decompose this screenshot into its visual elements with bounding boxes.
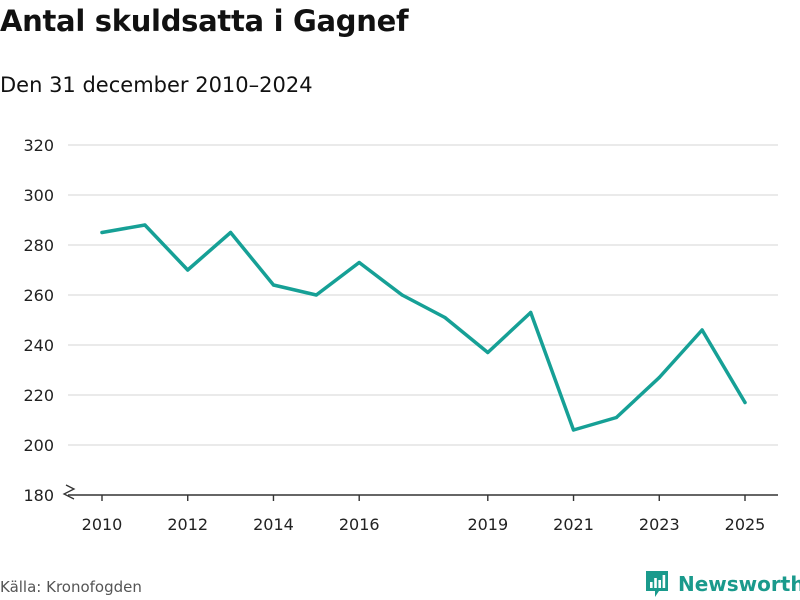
x-tick-label: 2021 (553, 515, 594, 534)
data-point (400, 293, 404, 297)
data-point (186, 268, 190, 272)
y-tick-label: 280 (23, 236, 54, 255)
y-tick-label: 260 (23, 286, 54, 305)
y-axis-ticks: 180 200 220 240 260 280 300 320 (23, 136, 54, 505)
axis-break-icon (62, 484, 76, 500)
data-point (100, 230, 104, 235)
y-tick-label: 240 (23, 336, 54, 355)
series-layer (100, 223, 747, 432)
x-tick-label: 2019 (467, 515, 508, 534)
x-axis-ticks: 2010 2012 2014 2016 2019 2021 2023 2025 (82, 495, 766, 534)
data-point (571, 428, 576, 432)
data-point (486, 350, 490, 355)
data-point (229, 230, 233, 235)
y-tick-label: 300 (23, 186, 54, 205)
x-tick-label: 2012 (167, 515, 208, 534)
newsworthy-logo-icon (646, 571, 668, 597)
data-point (271, 283, 276, 287)
data-point (743, 400, 747, 405)
y-tick-label: 320 (23, 136, 54, 155)
grid-lines (68, 144, 778, 446)
y-tick-label: 200 (23, 436, 54, 455)
x-tick-label: 2025 (725, 515, 766, 534)
series-line (100, 223, 747, 432)
data-point (614, 415, 619, 420)
x-tick-label: 2014 (253, 515, 294, 534)
brand-name: Newsworthy (678, 572, 800, 596)
y-tick-label: 220 (23, 386, 54, 405)
y-tick-label: 180 (23, 486, 54, 505)
data-point (314, 293, 318, 297)
data-point (529, 310, 533, 315)
x-tick-label: 2010 (82, 515, 123, 534)
source-note: Källa: Kronofogden (0, 578, 142, 596)
data-point (443, 315, 447, 320)
x-tick-label: 2023 (639, 515, 680, 534)
chart-subtitle: Den 31 december 2010–2024 (0, 73, 313, 97)
data-point (357, 260, 361, 265)
x-tick-label: 2016 (339, 515, 380, 534)
x-axis (62, 484, 778, 500)
brand-logo: Newsworthy (644, 568, 800, 600)
data-point (143, 223, 147, 227)
chart-title: Antal skuldsatta i Gagnef (0, 4, 409, 38)
data-point (700, 328, 704, 332)
data-point (657, 375, 661, 380)
